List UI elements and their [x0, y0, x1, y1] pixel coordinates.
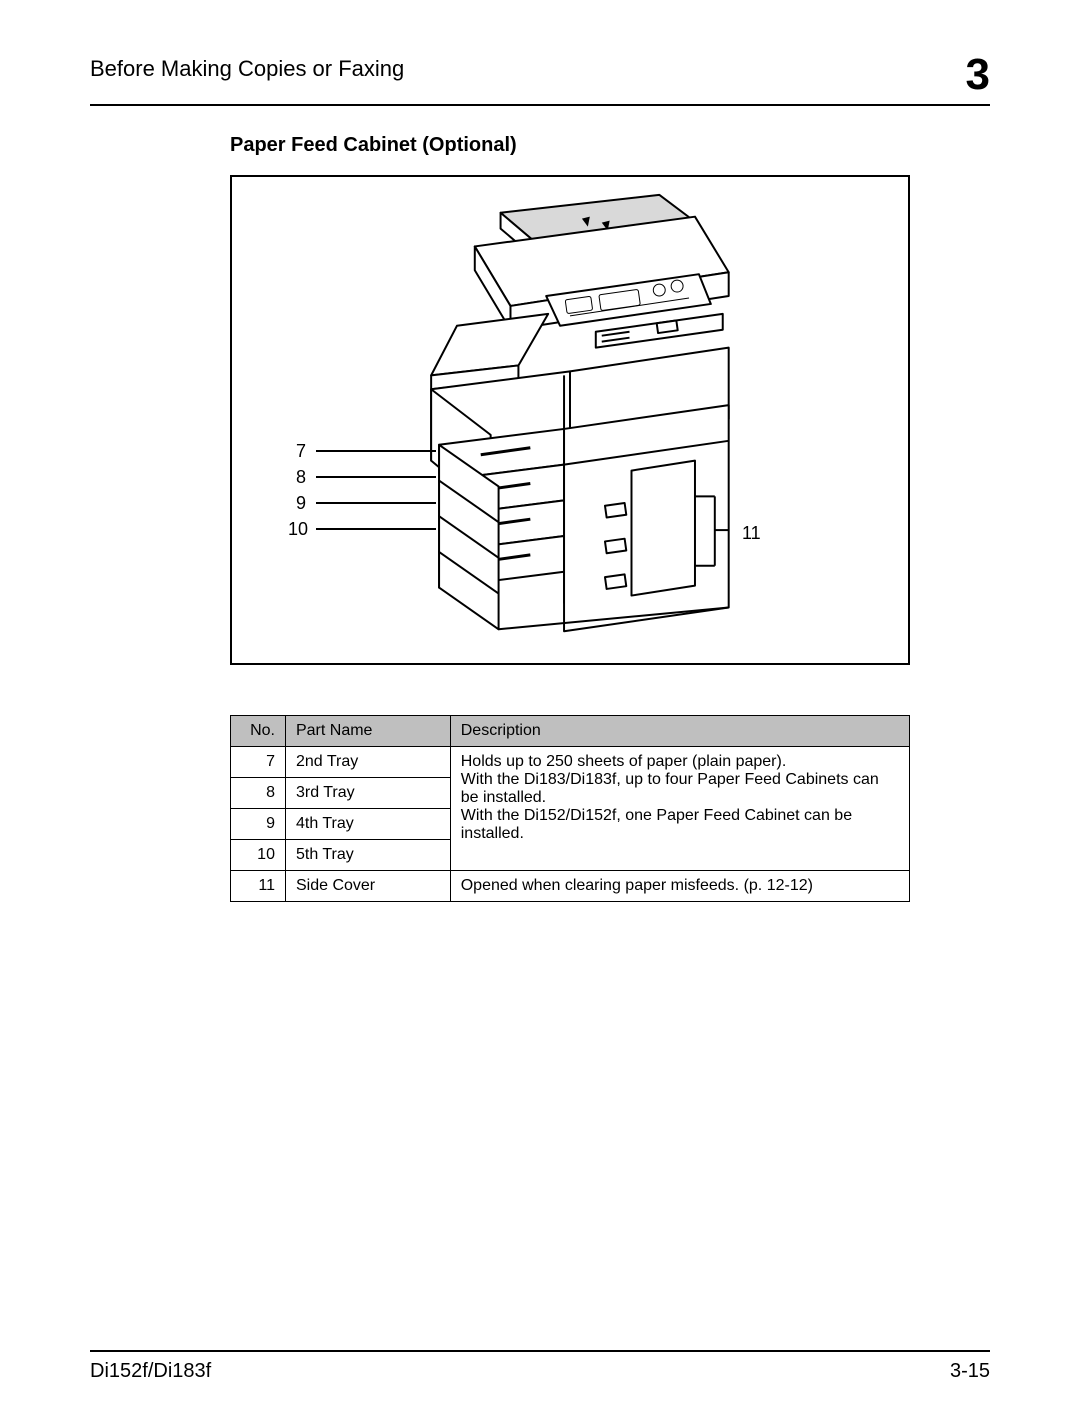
- callout-9: 9: [296, 493, 306, 514]
- callout-8: 8: [296, 467, 306, 488]
- th-no: No.: [231, 716, 286, 747]
- leader-10: [316, 528, 436, 530]
- cell-part-name: 4th Tray: [285, 809, 450, 840]
- cell-description: Opened when clearing paper misfeeds. (p.…: [450, 871, 909, 902]
- cell-tray-description: Holds up to 250 sheets of paper (plain p…: [450, 747, 909, 871]
- page-header-title: Before Making Copies or Faxing: [90, 56, 404, 82]
- parts-table: No. Part Name Description 7 2nd Tray Hol…: [230, 715, 910, 902]
- copier-illustration: [232, 177, 908, 663]
- th-part-name: Part Name: [285, 716, 450, 747]
- th-description: Description: [450, 716, 909, 747]
- cell-part-name: 3rd Tray: [285, 778, 450, 809]
- footer-rule: [90, 1350, 990, 1352]
- callout-7: 7: [296, 441, 306, 462]
- leader-9: [316, 502, 436, 504]
- figure-paper-feed-cabinet: 7 8 9 10 11: [230, 175, 910, 665]
- table-row: 7 2nd Tray Holds up to 250 sheets of pap…: [231, 747, 910, 778]
- cell-no: 9: [231, 809, 286, 840]
- cell-no: 8: [231, 778, 286, 809]
- cell-part-name: Side Cover: [285, 871, 450, 902]
- page-footer: Di152f/Di183f 3-15: [90, 1350, 990, 1383]
- callout-11: 11: [742, 523, 761, 544]
- leader-7: [316, 450, 436, 452]
- cell-no: 7: [231, 747, 286, 778]
- footer-page-number: 3-15: [950, 1360, 990, 1383]
- section-title: Paper Feed Cabinet (Optional): [230, 134, 990, 157]
- cell-part-name: 2nd Tray: [285, 747, 450, 778]
- table-row: 11 Side Cover Opened when clearing paper…: [231, 871, 910, 902]
- header-rule: [90, 104, 990, 106]
- cell-no: 10: [231, 840, 286, 871]
- chapter-number: 3: [966, 50, 990, 100]
- footer-model: Di152f/Di183f: [90, 1360, 211, 1383]
- leader-8: [316, 476, 436, 478]
- cell-part-name: 5th Tray: [285, 840, 450, 871]
- callout-10: 10: [288, 519, 308, 540]
- cell-no: 11: [231, 871, 286, 902]
